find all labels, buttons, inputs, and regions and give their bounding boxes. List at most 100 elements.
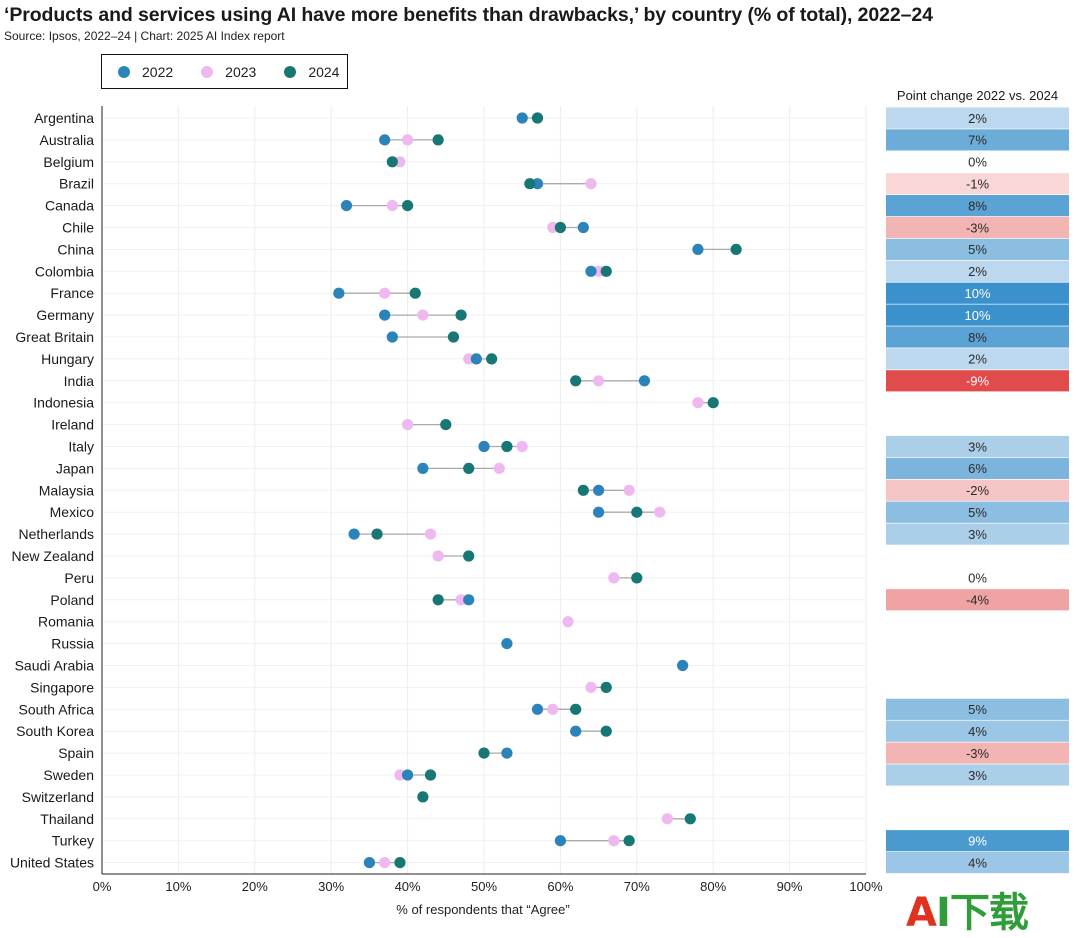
data-point-2023 <box>379 857 391 869</box>
category-label: Indonesia <box>33 395 94 411</box>
x-tick-label: 20% <box>242 879 268 894</box>
data-point-2024 <box>600 725 612 737</box>
category-label: Colombia <box>35 263 94 279</box>
data-point-2024 <box>623 835 635 847</box>
category-label: Australia <box>40 132 95 148</box>
point-change-label: 3% <box>968 768 987 783</box>
category-label: Malaysia <box>39 482 94 498</box>
data-point-2022 <box>501 747 513 759</box>
point-change-label: 4% <box>968 724 987 739</box>
data-point-2022 <box>593 484 605 496</box>
data-point-2024 <box>440 419 452 431</box>
point-change-cell <box>886 216 1069 239</box>
legend-label-2022: 2022 <box>142 63 174 80</box>
point-change-cell <box>886 195 1069 217</box>
category-label: India <box>64 373 95 389</box>
data-point-2023 <box>654 506 666 518</box>
data-point-2024 <box>447 331 460 343</box>
point-change-label: 7% <box>968 133 987 148</box>
data-point-2024 <box>432 134 444 146</box>
legend: 2022 2023 2024 <box>101 54 348 89</box>
data-point-2022 <box>478 440 490 453</box>
data-point-2023 <box>585 681 597 694</box>
legend-label-2024: 2024 <box>308 63 340 80</box>
point-change-cell <box>886 589 1069 611</box>
data-point-2023 <box>379 287 391 299</box>
point-change-label: 8% <box>968 330 987 345</box>
point-change-label: -3% <box>966 220 990 235</box>
data-point-2024 <box>463 462 475 474</box>
data-point-2023 <box>623 484 635 496</box>
point-change-cell <box>886 501 1069 523</box>
point-change-cell <box>886 852 1069 874</box>
legend-dot-2024 <box>284 65 297 78</box>
point-change-label: 5% <box>968 242 987 257</box>
point-change-cell <box>886 260 1069 282</box>
category-label: Peru <box>64 570 94 586</box>
category-label: United States <box>10 855 94 871</box>
category-label: Switzerland <box>22 789 94 805</box>
category-label: New Zealand <box>12 548 95 564</box>
data-point-2022 <box>348 528 360 540</box>
x-tick-label: 30% <box>318 879 344 894</box>
chart-title: ‘Products and services using AI have mor… <box>4 4 933 26</box>
legend-label-2023: 2023 <box>225 63 257 80</box>
data-point-2023 <box>547 703 559 715</box>
data-point-2023 <box>585 178 597 190</box>
data-point-2024 <box>486 353 498 365</box>
legend-dot-2022 <box>118 65 130 78</box>
point-change-label: -3% <box>966 746 990 761</box>
data-point-2023 <box>661 813 673 825</box>
category-label: Netherlands <box>19 526 95 542</box>
point-change-cell <box>886 457 1069 479</box>
data-point-2024 <box>402 200 414 212</box>
data-point-2022 <box>379 309 391 321</box>
data-point-2024 <box>455 309 467 321</box>
category-label: Hungary <box>41 351 94 367</box>
data-point-2024 <box>570 375 582 387</box>
data-point-2024 <box>600 681 612 694</box>
data-point-2024 <box>417 791 429 803</box>
category-label: Italy <box>68 439 94 455</box>
category-label: Argentina <box>34 110 94 126</box>
category-label: Singapore <box>30 679 94 695</box>
data-point-2022 <box>516 112 528 124</box>
data-point-2024 <box>463 550 475 562</box>
point-change-label: 9% <box>968 834 987 849</box>
data-point-2022 <box>531 703 544 715</box>
data-point-2024 <box>570 703 582 715</box>
legend-item-2024: 2024 <box>284 64 339 80</box>
category-label: Japan <box>56 460 94 476</box>
point-change-cell <box>886 173 1069 195</box>
point-change-cell <box>886 435 1069 458</box>
legend-item-2023: 2023 <box>201 64 256 80</box>
x-axis-label: % of respondents that “Agree” <box>396 902 569 917</box>
category-label: Belgium <box>43 154 94 170</box>
category-label: South Africa <box>19 701 95 717</box>
category-label: Canada <box>45 198 94 214</box>
data-point-2022 <box>692 243 704 255</box>
data-point-2023 <box>386 200 398 212</box>
data-point-2023 <box>608 835 620 847</box>
category-label: Mexico <box>50 504 95 520</box>
data-point-2024 <box>707 397 719 409</box>
category-label: Thailand <box>40 811 94 827</box>
category-label: China <box>57 241 94 257</box>
category-label: Russia <box>51 636 94 652</box>
category-label: Turkey <box>52 833 94 849</box>
x-tick-label: 40% <box>395 879 421 894</box>
point-change-cell <box>886 348 1069 370</box>
category-label: France <box>50 285 94 301</box>
x-tick-label: 0% <box>93 879 112 894</box>
point-change-cell <box>886 523 1069 545</box>
data-point-2024 <box>478 747 490 759</box>
legend-dot-2023 <box>201 65 214 78</box>
data-point-2024 <box>409 287 421 299</box>
point-change-cell <box>886 698 1069 720</box>
point-change-label: 0% <box>968 155 987 170</box>
point-change-label: 3% <box>968 527 987 542</box>
point-change-cell <box>886 764 1069 786</box>
data-point-2023 <box>516 440 528 453</box>
point-change-label: 8% <box>968 198 987 213</box>
data-point-2023 <box>402 134 414 146</box>
